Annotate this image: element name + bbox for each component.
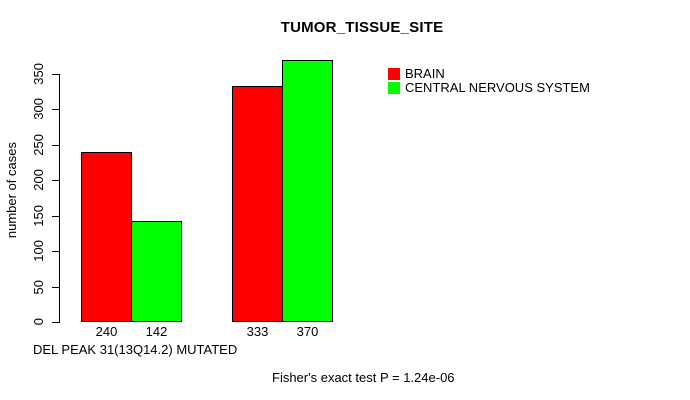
- y-tick: [52, 216, 59, 217]
- y-tick: [52, 251, 59, 252]
- y-axis-line: [59, 74, 60, 323]
- bar-value-label: 240: [95, 324, 118, 339]
- x-axis-caption: DEL PEAK 31(13Q14.2) MUTATED: [33, 342, 238, 357]
- legend-swatch: [388, 81, 400, 94]
- bar-value-label: 142: [145, 324, 168, 339]
- legend-label: BRAIN: [405, 66, 445, 81]
- bar: [131, 221, 182, 322]
- bar-value-label: 333: [246, 324, 269, 339]
- y-tick: [52, 74, 59, 75]
- stat-annotation: Fisher's exact test P = 1.24e-06: [272, 370, 455, 385]
- legend-label: CENTRAL NERVOUS SYSTEM: [405, 80, 590, 95]
- chart-title: TUMOR_TISSUE_SITE: [280, 19, 444, 36]
- bar: [282, 60, 333, 322]
- bar: [232, 86, 283, 322]
- y-tick: [52, 322, 59, 323]
- legend: BRAIN CENTRAL NERVOUS SYSTEM: [388, 66, 590, 95]
- bar-value-label: 370: [296, 324, 319, 339]
- y-tick: [52, 287, 59, 288]
- y-tick-label: 350: [30, 44, 46, 104]
- legend-item-cns: CENTRAL NERVOUS SYSTEM: [388, 80, 590, 95]
- y-tick: [52, 180, 59, 181]
- bar: [81, 152, 132, 322]
- legend-item-brain: BRAIN: [388, 66, 590, 81]
- y-tick-label-text: 50: [30, 279, 46, 295]
- y-tick-label-text: 0: [30, 318, 46, 326]
- y-tick: [52, 109, 59, 110]
- legend-swatch: [388, 67, 400, 80]
- y-tick: [52, 145, 59, 146]
- y-tick-label-text: 350: [30, 63, 46, 85]
